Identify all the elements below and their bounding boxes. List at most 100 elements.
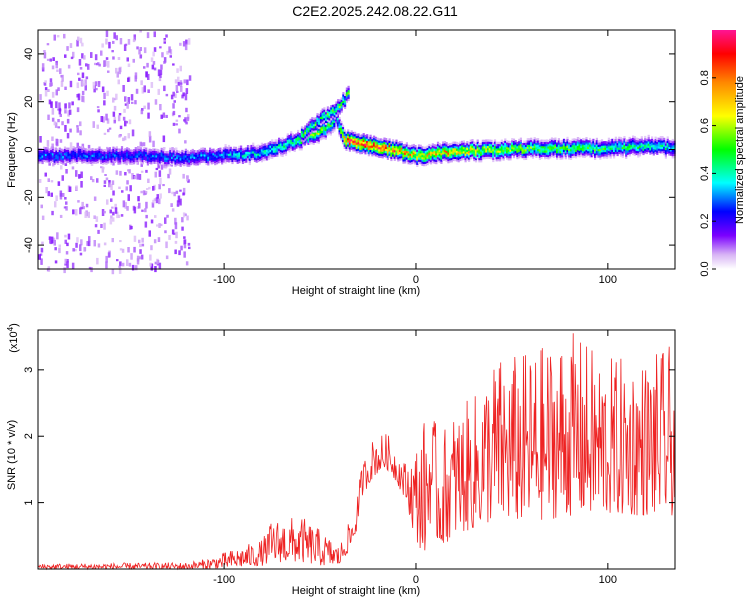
spectrogram-ridge-cell xyxy=(305,138,308,142)
spectrogram-noise-cell xyxy=(115,35,118,41)
spectrogram-ridge-cell xyxy=(430,151,433,154)
spectrogram-noise-cell xyxy=(103,100,106,106)
spectrogram-ridge-cell xyxy=(181,149,184,153)
spectrogram-ridge-cell xyxy=(571,140,574,144)
spectrogram-ridge-cell xyxy=(136,159,139,162)
spectrogram-noise-cell xyxy=(123,108,126,113)
spectrogram-ridge-cell xyxy=(443,149,446,152)
spectrogram-ridge-cell xyxy=(357,139,360,143)
spectrogram-ridge-cell xyxy=(628,139,631,142)
spectrogram-ridge-cell xyxy=(652,151,655,154)
spectrogram-noise-cell xyxy=(160,114,163,119)
spectrogram-ridge-cell xyxy=(241,148,244,151)
spectrogram-ridge-cell xyxy=(231,151,234,154)
spectrogram-ridge-cell xyxy=(229,151,232,154)
spectrogram-branch-cell xyxy=(331,111,335,114)
spectrogram-branch-cell xyxy=(340,101,343,105)
spectrogram-ridge-cell xyxy=(297,134,300,137)
spectrogram-ridge-cell xyxy=(616,142,619,146)
spectrogram-ridge-cell xyxy=(459,156,462,159)
spectrogram-ridge-cell xyxy=(367,149,370,152)
spectrogram-ridge-cell xyxy=(388,147,391,150)
spectrogram-ridge-cell xyxy=(421,152,424,156)
spectrogram-ridge-cell xyxy=(661,138,664,141)
spectrogram-ridge-cell xyxy=(474,149,478,152)
spectrogram-ridge-cell xyxy=(357,148,360,151)
spectrogram-ridge-cell xyxy=(545,148,548,151)
spectrogram-ridge-cell xyxy=(618,136,621,140)
spectrogram-ridge-cell xyxy=(181,160,184,164)
spectrogram-ridge-cell xyxy=(476,148,479,151)
spectrogram-branch-cell xyxy=(307,130,310,133)
spectrogram-ridge-cell xyxy=(278,144,281,147)
spectrogram-ridge-cell xyxy=(150,153,153,156)
spectrogram-ridge-cell xyxy=(181,158,184,161)
spectrogram-ridge-cell xyxy=(594,148,597,152)
spectrogram-ridge-cell xyxy=(101,160,105,163)
spectrogram-ridge-cell xyxy=(227,153,231,156)
spectrogram-ridge-cell xyxy=(212,155,215,158)
spectrogram-ridge-cell xyxy=(644,140,647,143)
spectrogram-ridge-cell xyxy=(471,143,474,146)
spectrogram-noise-cell xyxy=(172,232,176,235)
spectrogram-ridge-cell xyxy=(518,151,521,155)
spectrogram-ridge-cell xyxy=(164,157,167,160)
spectrogram-ridge-cell xyxy=(41,161,44,165)
spectrogram-ridge-cell xyxy=(628,136,631,140)
spectrogram-ridge-cell xyxy=(473,143,476,147)
spectrogram-branch-cell xyxy=(318,116,321,119)
spectrogram-ridge-cell xyxy=(63,148,67,151)
spectrogram-ridge-cell xyxy=(514,146,517,149)
spectrogram-noise-cell xyxy=(130,94,134,101)
spectrogram-ridge-cell xyxy=(450,147,453,150)
spectrogram-branch-cell xyxy=(342,105,345,108)
spectrogram-branch-cell xyxy=(300,130,304,133)
spectrogram-ridge-cell xyxy=(272,150,275,153)
spectrogram-ridge-cell xyxy=(366,138,369,141)
spectrogram-ridge-cell xyxy=(597,144,600,147)
spectrogram-ridge-cell xyxy=(621,153,624,156)
spectrogram-ridge-cell xyxy=(471,149,474,153)
spectrogram-ridge-cell xyxy=(476,156,479,160)
spectrogram-ridge-cell xyxy=(98,150,101,154)
spectrogram-ridge-cell xyxy=(628,149,631,153)
spectrogram-ridge-cell xyxy=(400,153,403,157)
spectrogram-ridge-cell xyxy=(46,147,49,150)
spectrogram-noise-cell xyxy=(76,82,80,89)
spectrogram-noise-cell xyxy=(146,62,149,68)
spectrogram-ridge-cell xyxy=(146,158,149,162)
spectrogram-ridge-cell xyxy=(409,147,412,150)
spectrogram-ridge-cell xyxy=(461,147,464,150)
spectrogram-ridge-cell xyxy=(379,140,383,143)
spectrogram-noise-cell xyxy=(150,82,154,88)
spectrogram-ridge-cell xyxy=(274,145,277,149)
spectrogram-ridge-cell xyxy=(155,157,158,160)
spectrogram-ridge-cell xyxy=(262,150,265,153)
spectrogram-ridge-cell xyxy=(637,140,640,143)
spectrogram-ridge-cell xyxy=(259,147,262,151)
spectrogram-noise-cell xyxy=(184,93,188,101)
spectrogram-ridge-cell xyxy=(621,151,624,154)
spectrogram-ridge-cell xyxy=(611,149,614,152)
spectrogram-noise-cell xyxy=(59,139,63,143)
spectrogram-ridge-cell xyxy=(76,148,79,152)
spectrogram-ridge-cell xyxy=(371,151,374,155)
spectrogram-ridge-cell xyxy=(371,143,374,146)
spectrogram-ridge-cell xyxy=(516,146,519,149)
spectrogram-ridge-cell xyxy=(174,164,177,167)
spectrogram-noise-cell xyxy=(141,243,145,247)
spectrogram-ridge-cell xyxy=(53,158,56,161)
spectrogram-ridge-cell xyxy=(402,161,405,164)
spectrogram-ridge-cell xyxy=(626,148,629,151)
spectrogram-noise-cell xyxy=(139,30,142,33)
spectrogram-noise-cell xyxy=(79,244,82,252)
spectrogram-ridge-cell xyxy=(651,136,654,139)
spectrogram-ridge-cell xyxy=(291,144,294,147)
spectrogram-ridge-cell xyxy=(469,141,472,145)
spectrogram-ridge-cell xyxy=(50,152,53,155)
spectrogram-ridge-cell xyxy=(179,160,182,163)
spectrogram-ridge-cell xyxy=(428,158,431,162)
spectrogram-noise-cell xyxy=(76,237,79,243)
spectrogram-ridge-cell xyxy=(120,148,124,151)
spectrogram-ridge-cell xyxy=(100,155,103,158)
